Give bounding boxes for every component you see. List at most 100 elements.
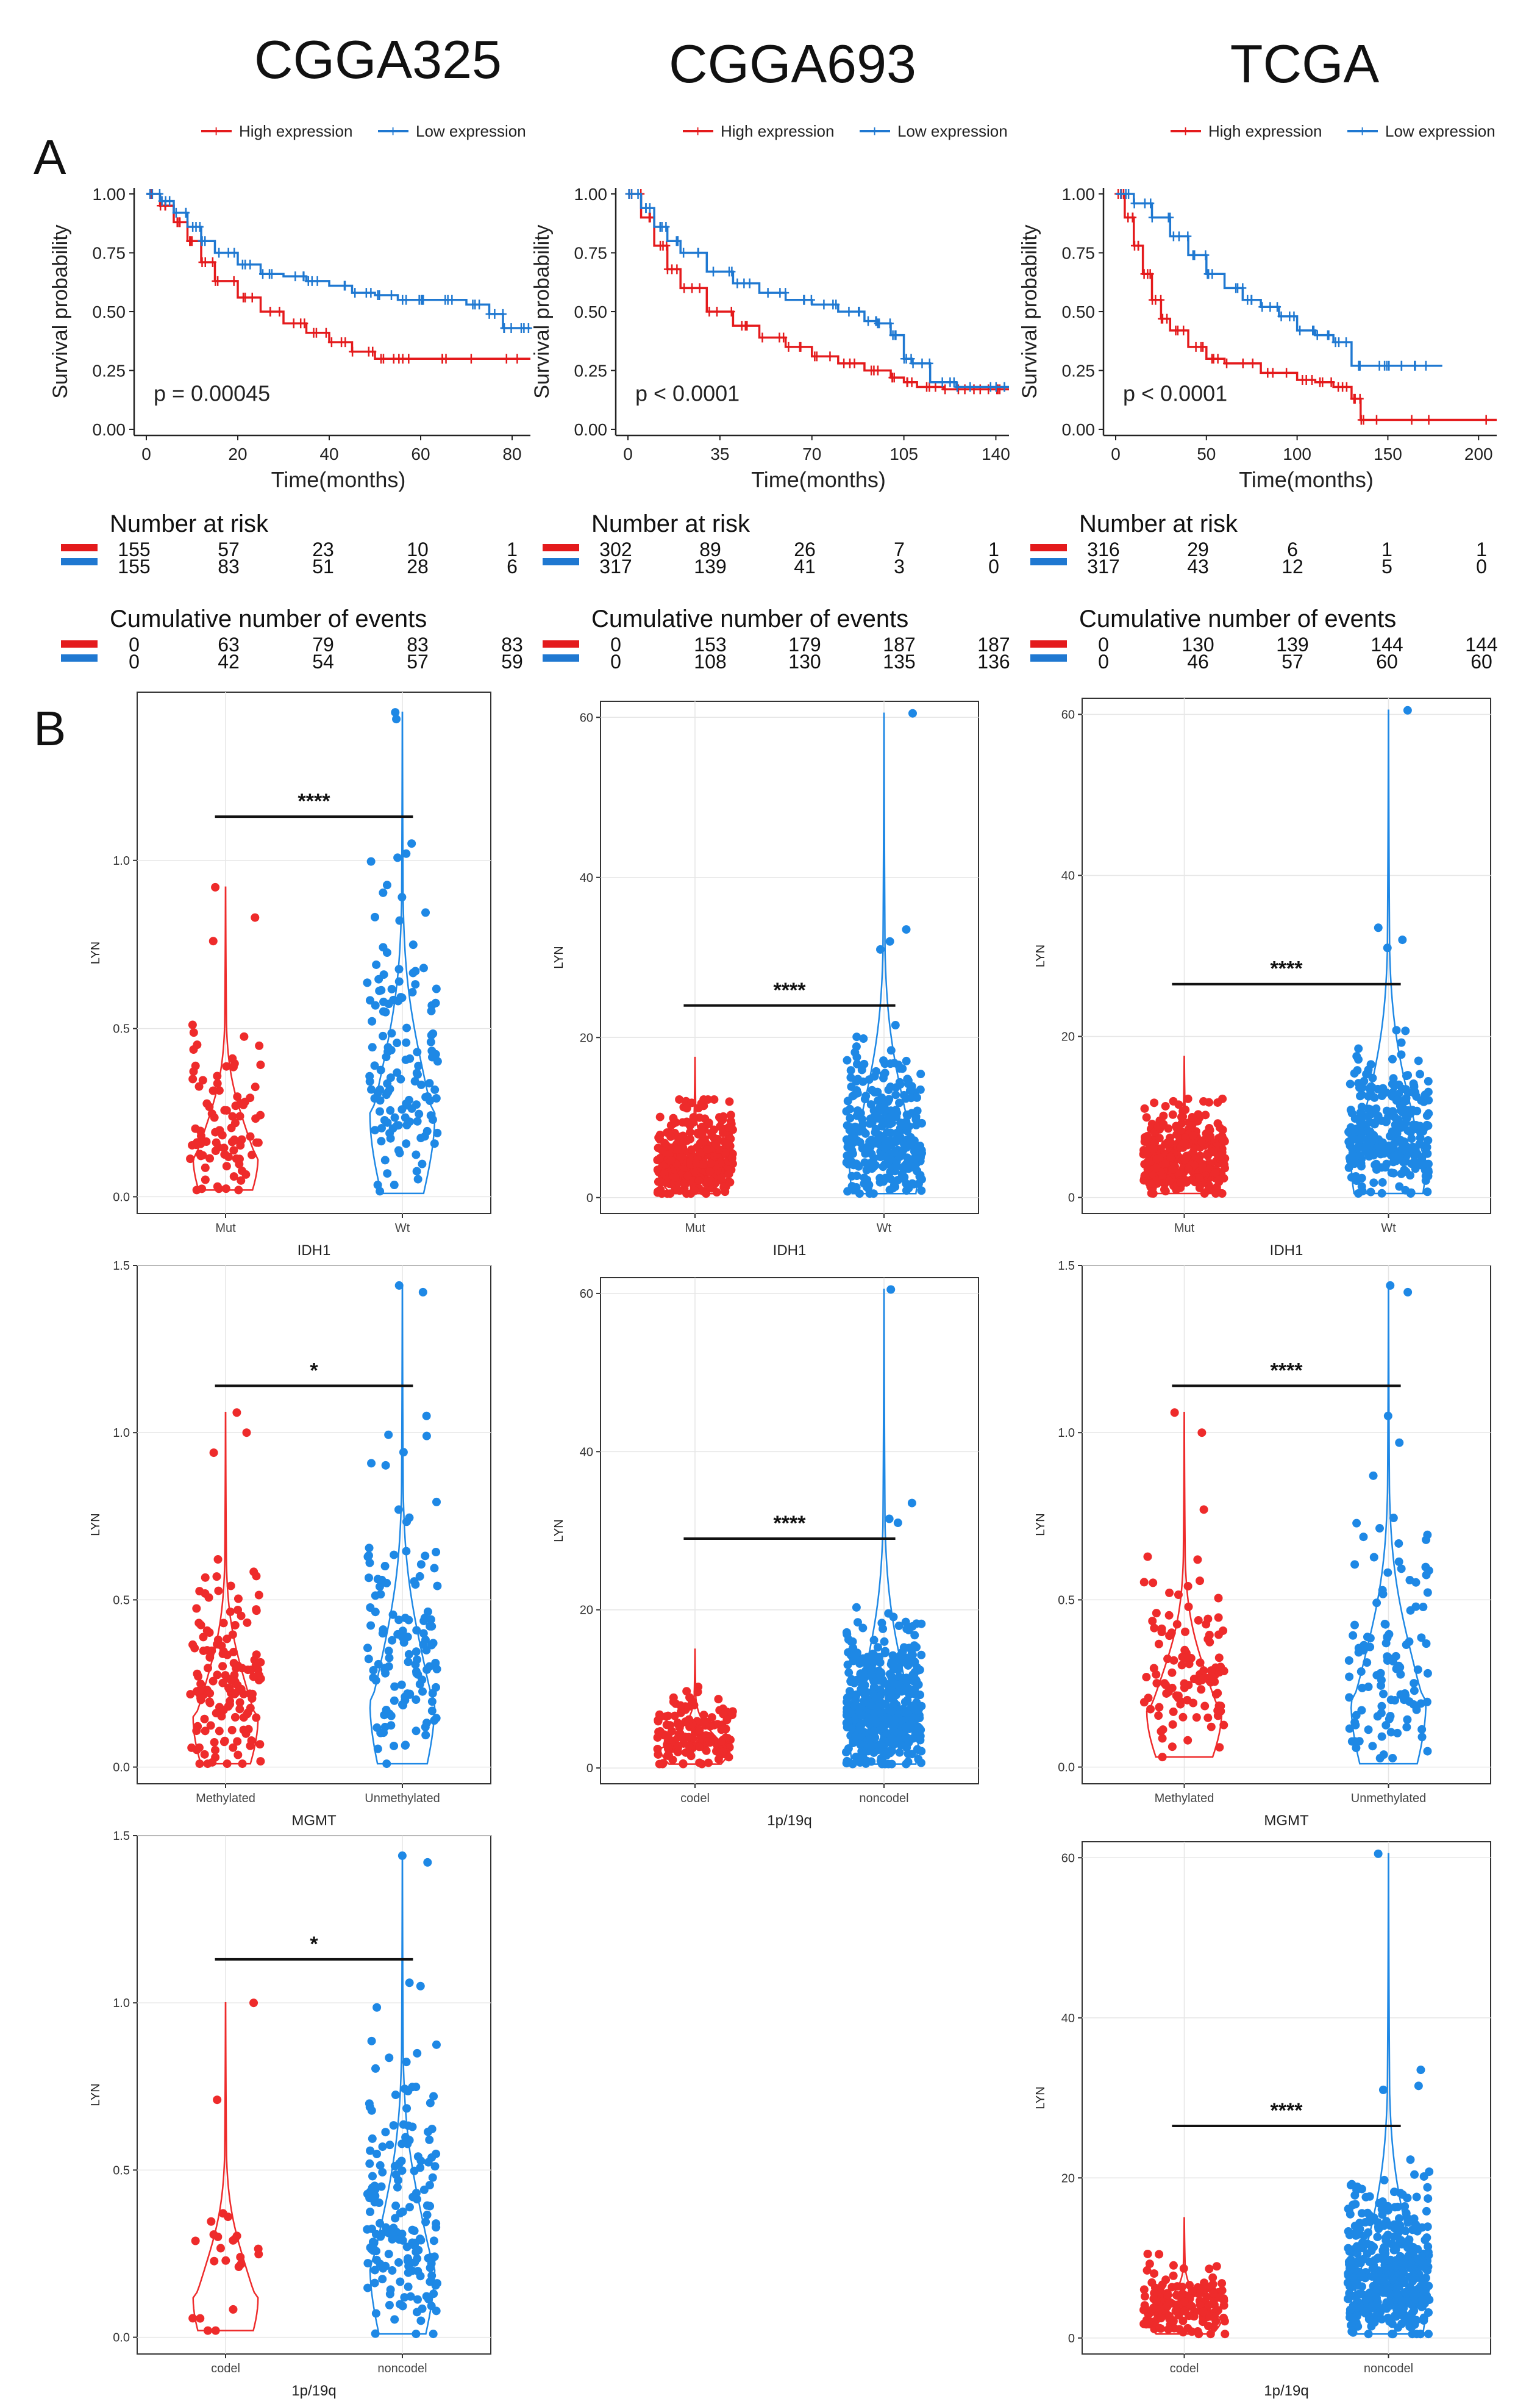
data-point [861,1092,871,1101]
data-point [1388,2275,1397,2284]
data-point [1370,2256,1379,2265]
data-point [1389,1657,1398,1666]
data-point [401,1740,410,1750]
censor-mark [1299,374,1307,385]
data-point [432,1094,441,1103]
data-point [230,2234,240,2244]
data-point [1158,1734,1167,1743]
data-point [204,1664,213,1673]
data-point [901,1617,910,1626]
data-point [895,1064,904,1073]
data-point [1378,1178,1387,1187]
y-tick-label: 1.5 [113,1830,130,1843]
data-point [402,1120,412,1129]
data-point [235,1698,244,1707]
data-point [401,2133,410,2142]
data-point [710,1095,719,1104]
data-point [1169,1707,1178,1716]
data-point [1400,2288,1410,2297]
data-point [366,2207,375,2216]
data-point [390,1550,399,1559]
data-point [701,1731,710,1740]
data-point [1172,2291,1182,2300]
data-point [1360,1640,1369,1650]
data-point [1140,1104,1149,1113]
data-point [255,1041,264,1050]
violin-wt [1350,709,1427,1195]
data-point [1154,1639,1163,1648]
data-point [236,2253,245,2262]
censor-mark [341,337,349,348]
data-point [856,1740,865,1749]
data-point [872,1111,881,1120]
y-tick-label: 1.0 [113,1426,130,1440]
censor-mark [813,351,821,362]
legend-label-high: High expression [1208,122,1322,140]
data-point [676,1701,685,1710]
data-point [1379,1689,1388,1698]
data-point [1210,2312,1219,2321]
censor-mark [694,248,702,258]
data-point [1365,1118,1374,1127]
data-point [726,1111,735,1120]
data-point [896,1132,905,1142]
data-point [1353,2249,1362,2258]
data-point [188,2314,198,2323]
data-point [1424,1136,1433,1145]
violin-plot-cgga325-1p19q: 0.0 0.5 1.0 1.5 LYN codel noncodel 1p/19q * [89,1830,491,2399]
data-point [1197,1685,1206,1694]
censor-mark [241,259,249,270]
censor-mark [1258,302,1266,312]
data-point [1419,2286,1428,2295]
data-point [1161,1101,1170,1111]
data-point [895,1078,904,1087]
censor-mark [1130,198,1138,209]
data-point [1385,2289,1394,2298]
km-plot-tcga: + High expression + Low expression 0.00 0.25 0… [1018,122,1498,673]
data-point [215,1086,224,1095]
data-point [414,1061,423,1070]
censor-mark [1309,325,1317,335]
data-point [911,1675,921,1684]
panel-label-a: A [34,130,66,184]
data-point [249,1998,258,2008]
data-point [422,2201,432,2210]
data-point [415,1572,424,1581]
data-point [411,980,420,989]
data-point [1377,1732,1386,1741]
km-plot-cgga325: + High expression + Low expression 0.00 0.25 0… [49,122,532,673]
x-tick-label: 0 [623,445,633,463]
plot-frame [137,1265,491,1784]
data-point [1369,1178,1378,1187]
data-point [413,2048,422,2058]
data-point [408,2122,417,2131]
data-point [1189,1148,1198,1157]
data-point [1371,1161,1380,1170]
data-point [408,940,418,950]
data-point [858,1077,868,1086]
events-count-low: 57 [1282,651,1303,673]
data-point [1364,2228,1373,2237]
data-point [251,913,260,922]
censor-mark [888,373,896,383]
data-point [390,1181,399,1190]
data-point [432,2306,441,2316]
data-point [903,1162,912,1171]
data-point [1212,2262,1221,2271]
censor-mark [1239,358,1247,368]
data-point [428,2173,437,2182]
data-point [1425,2167,1434,2177]
censor-mark [807,295,815,305]
data-point [1361,1142,1371,1151]
data-point [879,1056,888,1065]
data-point [869,1636,879,1645]
data-point [1357,1090,1366,1100]
data-point [1364,1725,1373,1734]
data-point [1216,2293,1225,2302]
data-point [241,1729,251,1738]
data-point [212,1572,221,1581]
data-point [860,1173,869,1182]
data-point [891,1090,900,1100]
data-point [1193,1555,1202,1564]
censor-mark [932,382,939,392]
